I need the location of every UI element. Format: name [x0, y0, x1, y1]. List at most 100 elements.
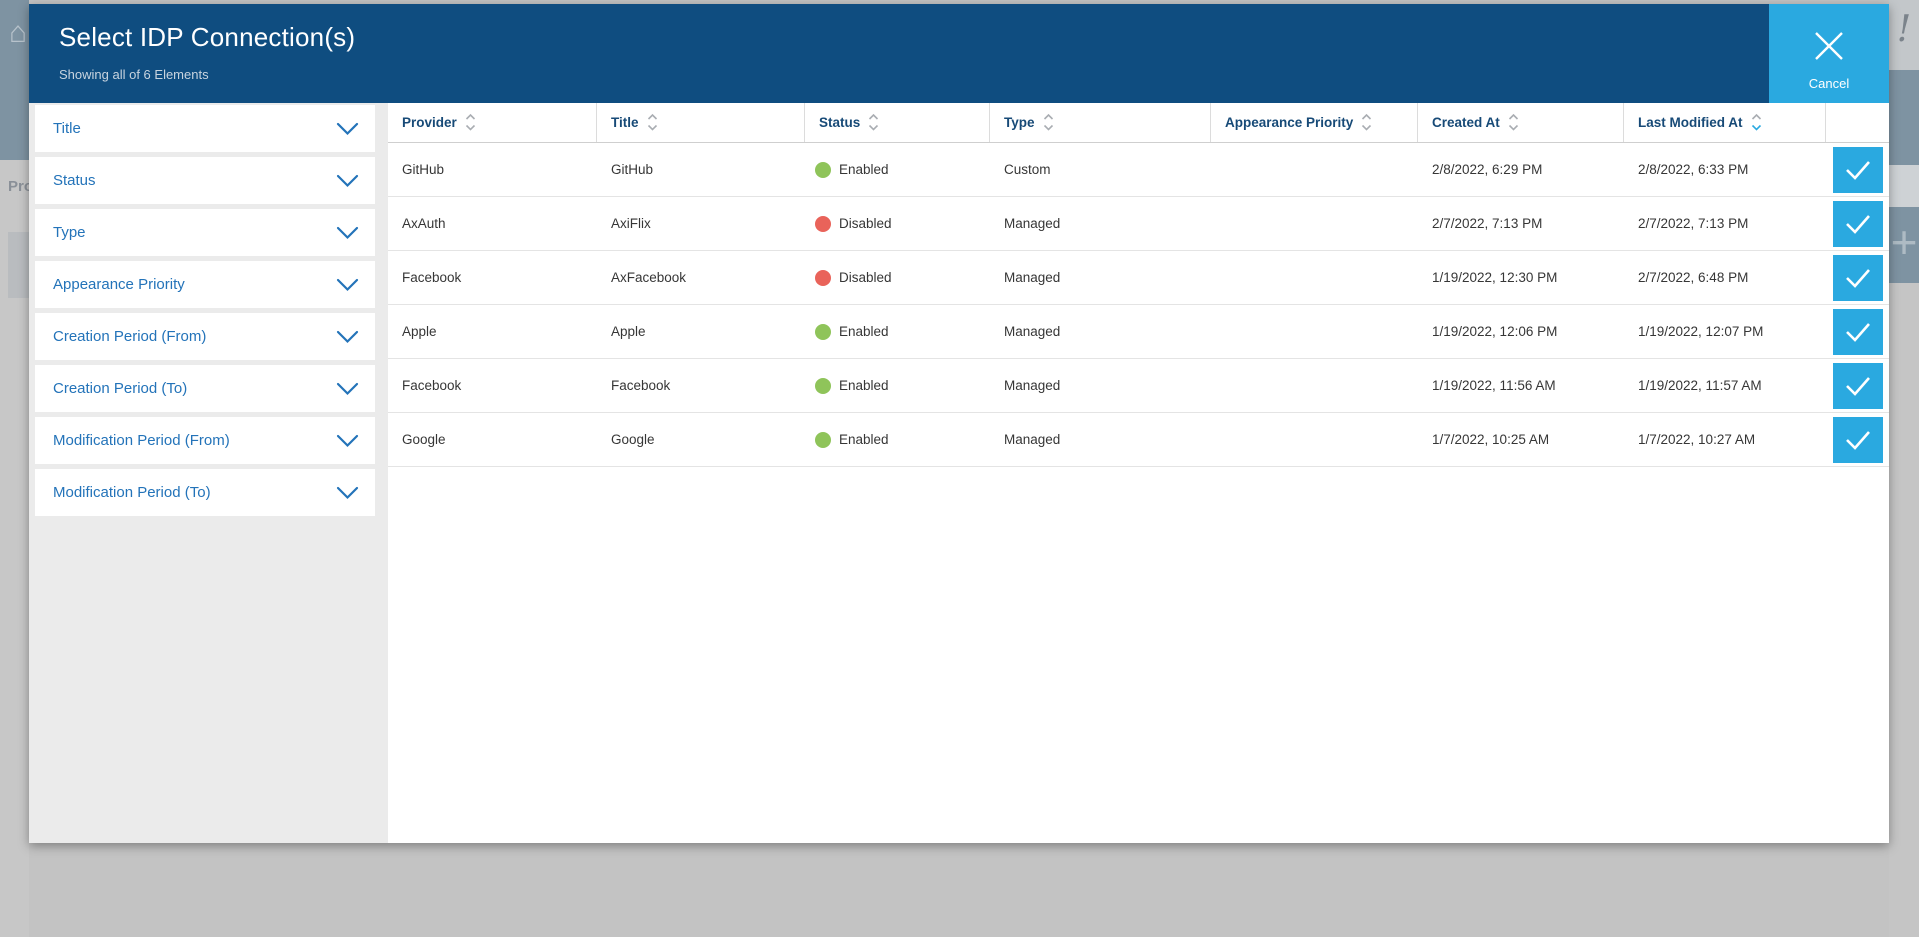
column-label: Status [819, 115, 861, 130]
filter-status[interactable]: Status [35, 157, 375, 204]
cell-type: Managed [1004, 324, 1061, 339]
row-selected-checkbox[interactable] [1832, 362, 1883, 409]
filter-modification-period-to[interactable]: Modification Period (To) [35, 469, 375, 516]
status-dot [815, 431, 831, 448]
backdrop-block: + [1889, 207, 1919, 283]
table-body: GitHub GitHub Enabled Custom 2/8/2022, 6:29 … [388, 143, 1889, 467]
backdrop-panel-fragment [8, 232, 29, 298]
sort-icon [647, 113, 657, 131]
check-icon [1845, 376, 1870, 396]
backdrop-right-strip: ! + [1889, 0, 1919, 937]
cell-appearance_priority [1211, 359, 1418, 412]
column-header-created-at[interactable]: Created At [1418, 103, 1624, 142]
table-row[interactable]: Google Google Enabled Managed 1/7/2022, 10:2… [388, 413, 1889, 467]
filter-creation-period-from[interactable]: Creation Period (From) [35, 313, 375, 360]
filter-title[interactable]: Title [35, 105, 375, 152]
filter-label: Creation Period (From) [53, 328, 207, 345]
backdrop-block: ! [1889, 0, 1919, 70]
cell-created_at: 1/19/2022, 11:56 AM [1432, 378, 1556, 393]
chevron-down-icon [336, 382, 359, 395]
row-selected-checkbox[interactable] [1832, 146, 1883, 193]
table-row[interactable]: Apple Apple Enabled Managed 1/19/2022, 12:06… [388, 305, 1889, 359]
status-dot [815, 323, 831, 340]
row-selected-checkbox[interactable] [1832, 200, 1883, 247]
check-icon [1845, 430, 1870, 450]
sort-icon [1751, 113, 1761, 131]
chevron-down-icon [336, 122, 359, 135]
cell-created_at: 2/7/2022, 7:13 PM [1432, 216, 1543, 231]
close-icon [1815, 31, 1843, 60]
column-header-provider[interactable]: Provider [388, 103, 597, 142]
cancel-button-label: Cancel [1808, 75, 1850, 91]
sort-icon [1043, 113, 1053, 131]
status-text: Enabled [839, 162, 889, 177]
status-dot [815, 377, 831, 394]
filter-type[interactable]: Type [35, 209, 375, 256]
table-row[interactable]: GitHub GitHub Enabled Custom 2/8/2022, 6:29 … [388, 143, 1889, 197]
status-text: Enabled [839, 324, 889, 339]
filter-label: Appearance Priority [53, 276, 185, 293]
column-header-status[interactable]: Status [805, 103, 990, 142]
column-header-appearance-priority[interactable]: Appearance Priority [1211, 103, 1418, 142]
cell-provider: Facebook [402, 378, 462, 393]
cell-status: Enabled [805, 413, 990, 466]
cancel-button[interactable]: Cancel [1769, 4, 1889, 103]
filter-sidebar: Title Status Type Appearance Priority Creati… [29, 103, 388, 843]
column-header-title[interactable]: Title [597, 103, 805, 142]
status-text: Disabled [839, 270, 892, 285]
dialog-header: Select IDP Connection(s) Showing all of … [29, 4, 1889, 103]
column-header-type[interactable]: Type [990, 103, 1211, 142]
table-row[interactable]: Facebook Facebook Enabled Managed 1/19/2022,… [388, 359, 1889, 413]
filter-modification-period-from[interactable]: Modification Period (From) [35, 417, 375, 464]
row-selected-checkbox[interactable] [1832, 308, 1883, 355]
cell-status: Disabled [805, 251, 990, 304]
backdrop-block [1889, 165, 1919, 207]
status-dot [815, 269, 831, 286]
cell-provider: AxAuth [402, 216, 446, 231]
sort-icon [1508, 113, 1518, 131]
column-label: Last Modified At [1638, 115, 1743, 130]
cell-select [1826, 305, 1889, 358]
cell-appearance_priority [1211, 413, 1418, 466]
sort-icon [869, 113, 879, 131]
table-row[interactable]: Facebook AxFacebook Disabled Managed 1/19/20… [388, 251, 1889, 305]
cell-title: Google [611, 432, 655, 447]
cell-select [1826, 413, 1889, 466]
filter-label: Type [53, 224, 86, 241]
cell-created_at: 1/7/2022, 10:25 AM [1432, 432, 1550, 447]
backdrop-partial-heading: Pro [8, 178, 29, 195]
filter-appearance-priority[interactable]: Appearance Priority [35, 261, 375, 308]
cell-select [1826, 359, 1889, 412]
status-dot [815, 215, 831, 232]
cell-created_at: 1/19/2022, 12:30 PM [1432, 270, 1558, 285]
row-selected-checkbox[interactable] [1832, 416, 1883, 463]
chevron-down-icon [336, 174, 359, 187]
row-selected-checkbox[interactable] [1832, 254, 1883, 301]
check-icon [1845, 268, 1870, 288]
backdrop-left-strip: ⌂ Pro [0, 0, 29, 937]
backdrop-block [1889, 70, 1919, 165]
column-label: Title [611, 115, 639, 130]
chevron-down-icon [336, 434, 359, 447]
filter-label: Creation Period (To) [53, 380, 188, 397]
table-header-row: Provider Title Status Type Appearance Priori… [388, 103, 1889, 143]
status-text: Enabled [839, 432, 889, 447]
column-header-select [1826, 103, 1889, 142]
table-row[interactable]: AxAuth AxiFlix Disabled Managed 2/7/2022, 7:… [388, 197, 1889, 251]
chevron-down-icon [336, 278, 359, 291]
filter-creation-period-to[interactable]: Creation Period (To) [35, 365, 375, 412]
column-label: Type [1004, 115, 1035, 130]
cell-type: Managed [1004, 432, 1061, 447]
backdrop-top-bar: ⌂ [0, 0, 29, 160]
column-header-last-modified-at[interactable]: Last Modified At [1624, 103, 1826, 142]
column-label: Provider [402, 115, 457, 130]
status-text: Disabled [839, 216, 892, 231]
cell-select [1826, 143, 1889, 196]
cell-type: Custom [1004, 162, 1051, 177]
cell-status: Enabled [805, 305, 990, 358]
cell-title: GitHub [611, 162, 654, 177]
cell-appearance_priority [1211, 143, 1418, 196]
dialog-body: Title Status Type Appearance Priority Creati… [29, 103, 1889, 843]
filter-label: Status [53, 172, 96, 189]
cell-appearance_priority [1211, 197, 1418, 250]
